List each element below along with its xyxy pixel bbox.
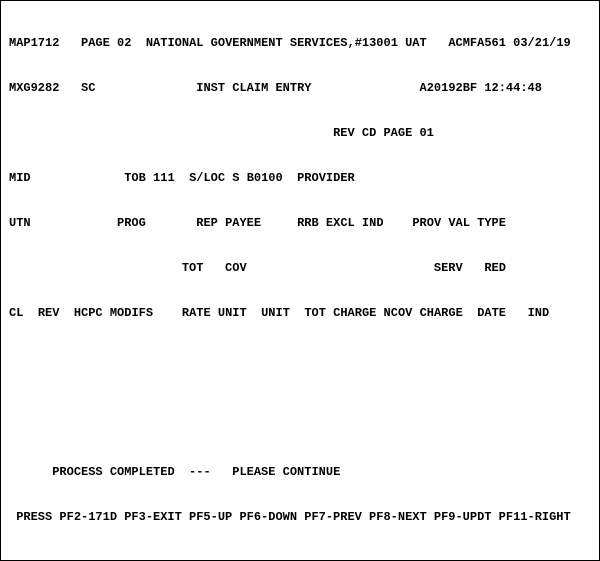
red-hdr: RED: [484, 261, 506, 275]
rep-label: REP: [196, 216, 218, 230]
sloc-label: S/LOC: [189, 171, 225, 185]
cl-hdr: CL: [9, 306, 23, 320]
tot-charge-hdr: TOT CHARGE: [304, 306, 376, 320]
sc-label: SC: [81, 81, 95, 95]
ncov-hdr: NCOV: [384, 306, 413, 320]
utn-label: UTN: [9, 216, 31, 230]
date: 03/21/19: [513, 36, 571, 50]
map-id: MAP1712: [9, 36, 59, 50]
charge-hdr: CHARGE: [420, 306, 463, 320]
status-line: PROCESS COMPLETED --- PLEASE CONTINUE: [9, 464, 591, 481]
page-title: INST CLAIM ENTRY: [196, 81, 311, 95]
rev-hdr: REV: [38, 306, 60, 320]
excl-ind-label: EXCL IND: [326, 216, 384, 230]
header-line-2: MXG9282 SC INST CLAIM ENTRY A20192BF 12:…: [9, 80, 591, 97]
rev-page: REV CD PAGE 01: [333, 126, 434, 140]
unit-hdr: UNIT: [218, 306, 247, 320]
fkeys[interactable]: PRESS PF2-171D PF3-EXIT PF5-UP PF6-DOWN …: [16, 510, 571, 524]
ind-hdr: IND: [528, 306, 550, 320]
col-header-1: TOT COV SERV RED: [9, 260, 591, 277]
hcpc-hdr: HCPC: [74, 306, 103, 320]
utn-line: UTN PROG REP PAYEE RRB EXCL IND PROV VAL…: [9, 215, 591, 232]
page-label: PAGE 02: [81, 36, 131, 50]
time: 12:44:48: [484, 81, 542, 95]
sys-code: ACMFA561: [448, 36, 506, 50]
terminal-screen: MAP1712 PAGE 02 NATIONAL GOVERNMENT SERV…: [0, 0, 600, 561]
tob-value: 111: [153, 171, 175, 185]
payee-label: PAYEE: [225, 216, 261, 230]
header-line-3: REV CD PAGE 01: [9, 125, 591, 142]
rrb-label: RRB: [297, 216, 319, 230]
serv-hdr: SERV: [434, 261, 463, 275]
mid-label: MID: [9, 171, 31, 185]
date-hdr: DATE: [477, 306, 506, 320]
status-msg: PROCESS COMPLETED --- PLEASE CONTINUE: [52, 465, 340, 479]
cov-hdr: COV: [225, 261, 247, 275]
session: A20192BF: [420, 81, 478, 95]
fkeys-line: PRESS PF2-171D PF3-EXIT PF5-UP PF6-DOWN …: [9, 509, 591, 526]
sloc-prefix: S: [232, 171, 239, 185]
prog-label: PROG: [117, 216, 146, 230]
provider-label: PROVIDER: [297, 171, 355, 185]
col-header-2: CL REV HCPC MODIFS RATE UNIT UNIT TOT CH…: [9, 305, 591, 322]
prov-val-type-label: PROV VAL TYPE: [412, 216, 506, 230]
mid-line: MID TOB 111 S/LOC S B0100 PROVIDER: [9, 170, 591, 187]
modifs-hdr: MODIFS: [110, 306, 153, 320]
unit2-hdr: UNIT: [261, 306, 290, 320]
header-line-1: MAP1712 PAGE 02 NATIONAL GOVERNMENT SERV…: [9, 35, 591, 52]
screen-id: MXG9282: [9, 81, 59, 95]
footer: PROCESS COMPLETED --- PLEASE CONTINUE PR…: [9, 436, 591, 554]
sloc-value: B0100: [247, 171, 283, 185]
org-name: NATIONAL GOVERNMENT SERVICES,#13001 UAT: [146, 36, 427, 50]
rate-hdr: RATE: [182, 306, 211, 320]
tot-hdr: TOT: [182, 261, 204, 275]
tob-label: TOB: [124, 171, 146, 185]
